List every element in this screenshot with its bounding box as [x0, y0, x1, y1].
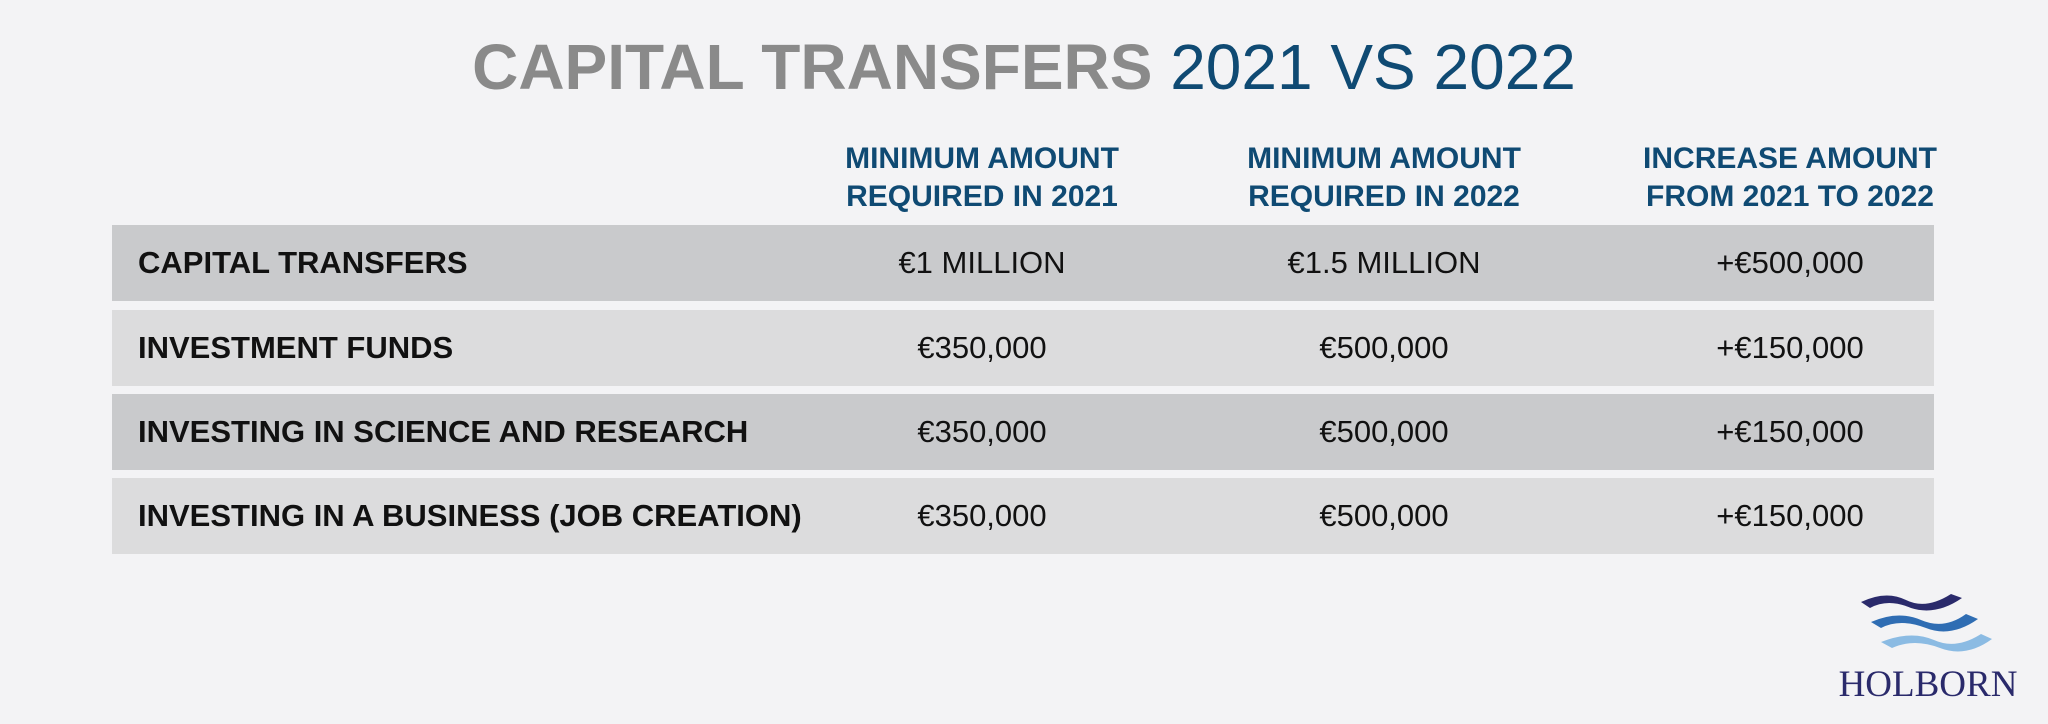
table-row: INVESTING IN SCIENCE AND RESEARCH €350,00…	[112, 394, 1934, 470]
column-header: INCREASE AMOUNT FROM 2021 TO 2022	[1610, 140, 1970, 216]
row-label: CAPITAL TRANSFERS	[138, 245, 468, 280]
title-light: 2021 VS 2022	[1170, 31, 1576, 103]
column-header-line: MINIMUM AMOUNT	[845, 142, 1119, 175]
row-label: INVESTING IN A BUSINESS (JOB CREATION)	[138, 498, 802, 533]
cell-value: €350,000	[917, 330, 1047, 365]
column-header-line: INCREASE AMOUNT	[1643, 142, 1937, 175]
cell-value: +€150,000	[1716, 414, 1864, 449]
logo-wave	[1861, 594, 1962, 611]
column-header-line: FROM 2021 TO 2022	[1646, 180, 1934, 213]
table-row: INVESTMENT FUNDS €350,000 €500,000 +€150,00…	[112, 310, 1934, 386]
column-header-line: REQUIRED IN 2021	[846, 180, 1118, 213]
cell-value: +€500,000	[1716, 245, 1864, 280]
cell-value: €500,000	[1319, 498, 1449, 533]
cell-value: €1 MILLION	[898, 245, 1066, 280]
column-header: MINIMUM AMOUNT REQUIRED IN 2022	[1204, 140, 1564, 216]
row-label: INVESTING IN SCIENCE AND RESEARCH	[138, 414, 749, 449]
column-header-line: MINIMUM AMOUNT	[1247, 142, 1521, 175]
column-header: MINIMUM AMOUNT REQUIRED IN 2021	[802, 140, 1162, 216]
table-row: INVESTING IN A BUSINESS (JOB CREATION) €3…	[112, 478, 1934, 554]
title-bold: CAPITAL TRANSFERS	[472, 31, 1153, 103]
title: CAPITAL TRANSFERS 2021 VS 2022	[0, 30, 2048, 104]
cell-value: €500,000	[1319, 414, 1449, 449]
cell-value: €500,000	[1319, 330, 1449, 365]
column-header-line: REQUIRED IN 2022	[1248, 180, 1520, 213]
logo-wave	[1881, 634, 1992, 652]
table-row: CAPITAL TRANSFERS €1 MILLION €1.5 MILLION +…	[112, 225, 1934, 301]
logo: HOLBORN	[1839, 594, 2018, 705]
cell-value: +€150,000	[1716, 498, 1864, 533]
cell-value: €1.5 MILLION	[1287, 245, 1481, 280]
cell-value: +€150,000	[1716, 330, 1864, 365]
cell-value: €350,000	[917, 414, 1047, 449]
row-label: INVESTMENT FUNDS	[138, 330, 454, 365]
cell-value: €350,000	[917, 498, 1047, 533]
logo-wave	[1871, 614, 1978, 632]
logo-text: HOLBORN	[1839, 664, 2018, 705]
